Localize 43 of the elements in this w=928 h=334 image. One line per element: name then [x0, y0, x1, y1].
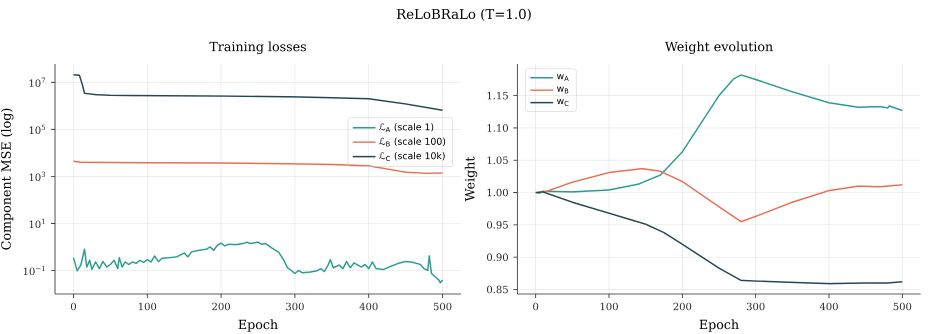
line-series [72, 160, 444, 174]
legend-label: ℒ$_{A}$ (scale 1) [379, 123, 434, 132]
legend-label: w$_{C}$ [556, 99, 568, 106]
x-tick-label: 400 [820, 302, 838, 310]
y-tick-label: 0.90 [487, 253, 508, 261]
x-tick-label: 100 [138, 302, 156, 310]
x-tick-label: 500 [434, 302, 452, 310]
y-tick-label: 1.00 [488, 188, 508, 196]
line-series [534, 191, 904, 284]
y-axis-title: Weight [464, 156, 478, 202]
chart-subtitle: Training losses [209, 42, 306, 54]
y-tick-label: 10$^{−1}$ [24, 266, 45, 276]
y-tick-label: 0.95 [487, 221, 508, 229]
y-tick-label: 10$^{7}$ [30, 78, 46, 87]
y-tick-label: 1.10 [488, 124, 508, 132]
y-axis-title: Component MSE (log) [1, 108, 14, 250]
x-tick-label: 400 [360, 302, 378, 310]
legend-label: ℒ$_{C}$ (scale 10k) [379, 152, 445, 161]
y-tick-label: 1.15 [488, 92, 508, 100]
line-series [72, 74, 444, 111]
y-tick-label: 10$^{1}$ [30, 218, 45, 228]
legend-label: w$_{B}$ [556, 86, 568, 94]
x-axis-title: Epoch [238, 319, 278, 332]
x-tick-label: 200 [673, 302, 692, 310]
legend-label: ℒ$_{B}$ (scale 100) [379, 138, 446, 146]
legend-label: w$_{A}$ [556, 74, 569, 81]
line-series [534, 74, 904, 194]
y-tick-label: 10$^{5}$ [30, 124, 46, 134]
x-tick-label: 200 [212, 302, 230, 310]
x-tick-label: 300 [746, 302, 765, 310]
line-series [72, 241, 444, 284]
chart-title: Weight evolution [664, 42, 773, 54]
y-tick-label: 1.05 [488, 156, 508, 164]
chart-title: ReLoBRaLo (T=1.0) [396, 8, 531, 21]
x-tick-label: 0 [533, 302, 538, 310]
line-series [534, 168, 904, 222]
x-tick-label: 300 [286, 302, 304, 310]
y-tick-label: 0.85 [487, 286, 508, 294]
x-tick-label: 0 [70, 302, 76, 310]
y-tick-label: 10$^{3}$ [30, 172, 46, 182]
x-tick-label: 100 [600, 302, 618, 310]
x-tick-label: 500 [894, 302, 912, 310]
x-axis-title: Epoch [700, 319, 739, 332]
